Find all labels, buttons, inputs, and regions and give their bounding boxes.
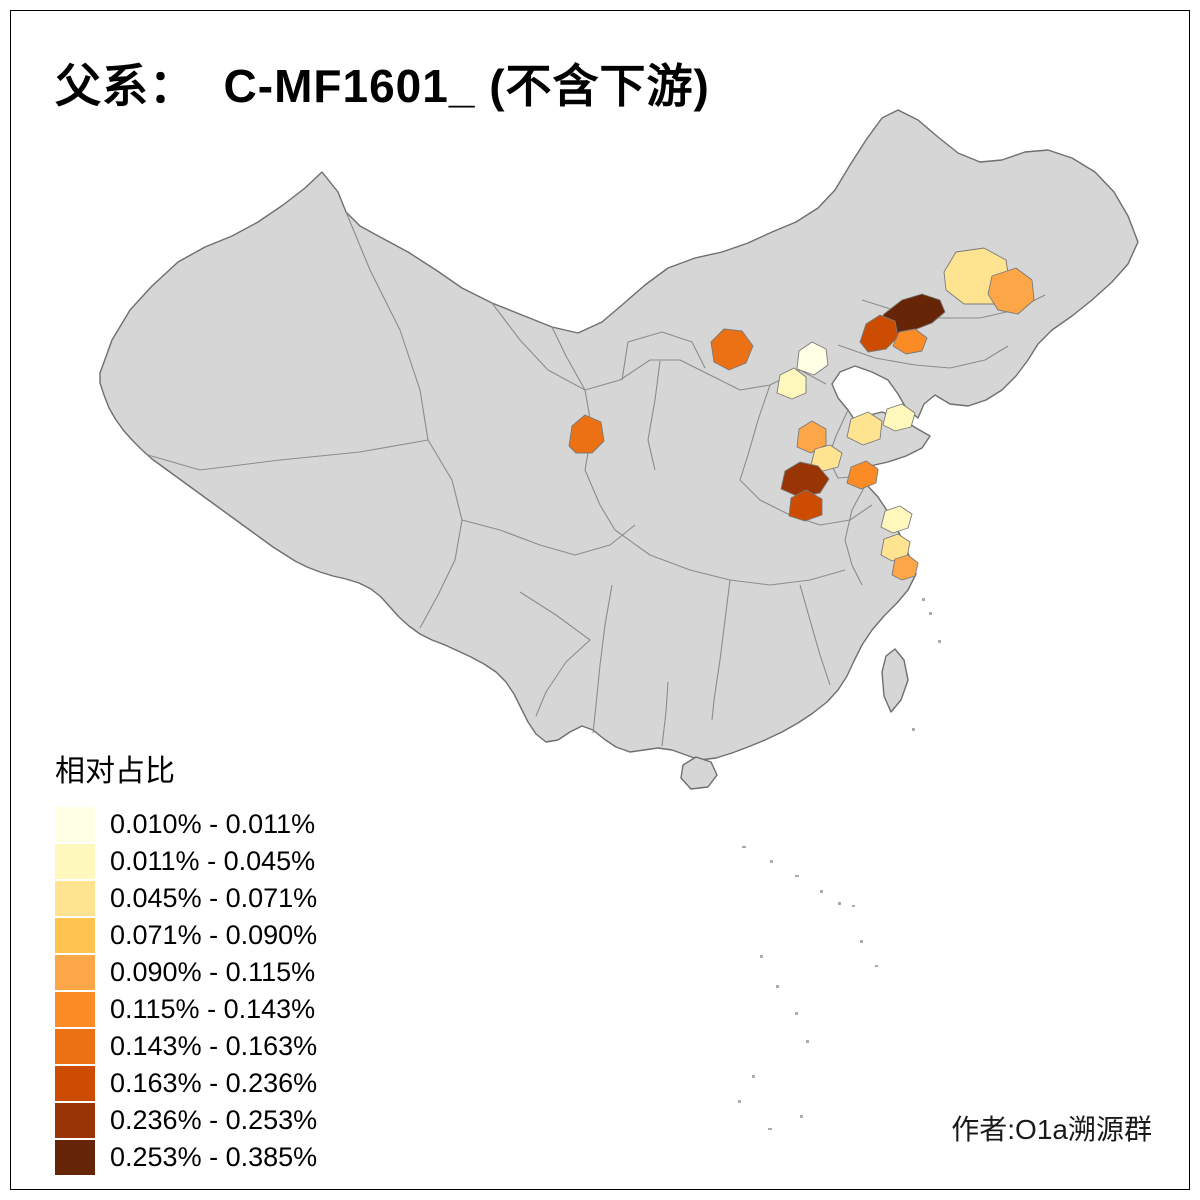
region-jilin-southwest: [859, 314, 899, 353]
legend-label: 0.143% - 0.163%: [110, 1030, 318, 1061]
legend-row: 0.045% - 0.071%: [55, 880, 317, 916]
legend-row: 0.236% - 0.253%: [55, 1102, 317, 1138]
legend-row: 0.163% - 0.236%: [55, 1065, 317, 1101]
taiwan-island: [881, 648, 909, 713]
map-title: 父系： C-MF1601_ (不含下游): [55, 60, 710, 112]
legend-label: 0.071% - 0.090%: [110, 919, 318, 950]
legend-swatch: [55, 1065, 95, 1101]
legend-swatch: [55, 806, 95, 842]
region-shandong-west: [796, 420, 827, 454]
legend-swatch: [55, 843, 95, 879]
south-china-sea-islets: [738, 598, 941, 1130]
legend-label: 0.236% - 0.253%: [110, 1104, 318, 1135]
legend: 相对占比 0.010% - 0.011% 0.011% - 0.045% 0.0…: [55, 746, 317, 1176]
legend-label: 0.010% - 0.011%: [110, 808, 316, 839]
legend-row: 0.143% - 0.163%: [55, 1028, 317, 1064]
legend-swatch: [55, 917, 95, 953]
legend-swatch: [55, 991, 95, 1027]
region-inner-mongolia-central: [710, 328, 754, 371]
legend-label: 0.090% - 0.115%: [110, 956, 316, 987]
region-shanghai-area: [891, 554, 919, 581]
legend-swatch: [55, 880, 95, 916]
legend-label: 0.011% - 0.045%: [110, 845, 316, 876]
legend-row: 0.011% - 0.045%: [55, 843, 317, 879]
legend-row: 0.010% - 0.011%: [55, 806, 317, 842]
legend-swatch: [55, 1102, 95, 1138]
legend-swatch: [55, 1139, 95, 1175]
legend-row: 0.253% - 0.385%: [55, 1139, 317, 1175]
highlighted-regions: [568, 247, 1035, 581]
region-shandong-central: [846, 411, 883, 446]
region-jiangsu-central: [880, 533, 911, 562]
legend-swatch: [55, 1028, 95, 1064]
legend-label: 0.045% - 0.071%: [110, 882, 318, 913]
legend-label: 0.163% - 0.236%: [110, 1067, 318, 1098]
province-borders: [147, 211, 1046, 747]
china-mainland-outline: [99, 109, 1139, 761]
region-shandong-peninsula: [882, 403, 916, 432]
region-beijing-area: [796, 341, 829, 376]
legend-swatch: [55, 954, 95, 990]
legend-label: 0.253% - 0.385%: [110, 1141, 318, 1172]
legend-row: 0.071% - 0.090%: [55, 917, 317, 953]
region-henan-southeast: [788, 489, 823, 522]
region-northeast-east: [987, 267, 1035, 315]
legend-row: 0.090% - 0.115%: [55, 954, 317, 990]
legend-row: 0.115% - 0.143%: [55, 991, 317, 1027]
region-shandong-southwest: [810, 444, 843, 472]
legend-title: 相对占比: [55, 755, 175, 788]
legend-label: 0.115% - 0.143%: [110, 993, 316, 1024]
region-hebei-central: [776, 367, 807, 400]
region-shaanxi-north: [568, 414, 605, 454]
region-liaoning-central: [892, 328, 928, 355]
region-shandong-south: [846, 460, 879, 490]
hainan-island: [680, 756, 718, 790]
author-credit: 作者:O1a溯源群: [951, 1114, 1152, 1145]
region-jiangsu-north: [880, 505, 913, 534]
